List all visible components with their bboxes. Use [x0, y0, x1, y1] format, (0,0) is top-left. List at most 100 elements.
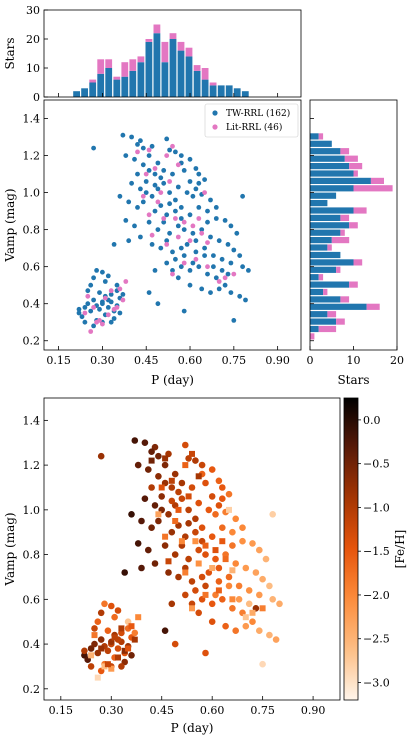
tw-rrl-point: [199, 286, 205, 292]
tw-rrl-point: [143, 190, 149, 196]
tw-rrl-point-feh: [192, 515, 199, 523]
lit-rrl-point-feh: [229, 596, 236, 603]
scatter-y-tick-label: 1.4: [23, 113, 41, 126]
tw-rrl-point: [146, 168, 152, 173]
right-hist-bar-tw: [310, 133, 319, 140]
tw-rrl-point: [231, 247, 237, 253]
right-hist-bar-lit: [318, 325, 337, 333]
tw-rrl-point: [178, 245, 184, 251]
tw-rrl-point: [76, 306, 82, 312]
right-hist-bar-lit: [353, 207, 367, 214]
tw-rrl-point: [187, 156, 193, 162]
lit-rrl-point: [97, 318, 102, 323]
top-hist-bar-lit: [193, 65, 201, 71]
top-hist-bar-lit: [185, 47, 193, 57]
right-hist-bar-tw: [310, 148, 341, 155]
metallicity-x-tick-label: 0.90: [301, 704, 326, 717]
lit-rrl-point-feh: [118, 625, 125, 632]
top-hist-bar-tw: [169, 39, 177, 97]
tw-rrl-point: [158, 175, 164, 181]
tw-rrl-point: [149, 143, 155, 149]
tw-rrl-point-feh: [134, 461, 142, 469]
legend-marker: [212, 124, 218, 130]
tw-rrl-point-feh: [192, 457, 199, 464]
scatter-y-tick-label: 0.6: [23, 261, 41, 274]
lit-rrl-point: [205, 264, 210, 270]
lit-rrl-point: [205, 240, 210, 246]
top-hist-bar-lit: [153, 24, 161, 34]
tw-rrl-point: [155, 186, 161, 192]
metallicity-y-tick-label: 0.6: [23, 593, 41, 606]
tw-rrl-point-feh: [208, 618, 216, 625]
tw-rrl-point: [216, 238, 222, 244]
tw-rrl-point: [187, 212, 193, 218]
lit-rrl-point-feh: [115, 654, 121, 661]
tw-rrl-point-feh: [262, 555, 270, 563]
tw-rrl-point: [208, 234, 213, 240]
metallicity-x-tick-label: 0.30: [99, 704, 124, 717]
tw-rrl-point-feh: [108, 602, 115, 610]
tw-rrl-point-feh: [128, 511, 135, 518]
top-hist-y-label: Stars: [3, 37, 17, 69]
tw-rrl-point: [149, 242, 155, 247]
tw-rrl-point-feh: [145, 466, 152, 473]
lit-rrl-point: [108, 288, 114, 294]
tw-rrl-point-feh: [168, 497, 176, 505]
right-hist-bar-tw: [310, 266, 337, 273]
tw-rrl-point: [181, 227, 187, 233]
tw-rrl-point: [149, 193, 155, 199]
lit-rrl-point: [196, 216, 202, 221]
lit-rrl-point: [85, 293, 91, 299]
tw-rrl-point: [167, 147, 173, 153]
tw-rrl-point-feh: [134, 540, 142, 547]
tw-rrl-point: [175, 275, 181, 281]
tw-rrl-point-feh: [195, 546, 202, 554]
tw-rrl-point: [140, 162, 146, 168]
tw-rrl-point-feh: [212, 511, 219, 518]
lit-rrl-point: [149, 232, 155, 238]
top-hist-bar-tw: [225, 85, 233, 97]
tw-rrl-point-feh: [178, 495, 186, 503]
right-hist-bar-lit: [344, 155, 358, 162]
tw-rrl-point-feh: [81, 647, 88, 655]
tw-rrl-point-feh: [97, 609, 105, 617]
colorbar-tick-label: −0.5: [363, 458, 390, 471]
metallicity-x-tick-label: 0.75: [250, 704, 275, 717]
lit-rrl-point: [91, 305, 96, 310]
tw-rrl-point: [190, 193, 196, 199]
tw-rrl-point-feh: [269, 596, 277, 603]
tw-rrl-point: [94, 268, 99, 273]
top-hist-bar-tw: [233, 88, 241, 97]
tw-rrl-point-feh: [148, 524, 155, 531]
tw-rrl-point-feh: [118, 663, 125, 670]
lit-rrl-point-feh: [158, 484, 165, 491]
top-hist-bar-lit: [121, 62, 129, 77]
tw-rrl-point-feh: [219, 596, 226, 603]
tw-rrl-point-feh: [111, 613, 118, 621]
right-hist-bar-lit: [327, 311, 337, 318]
tw-rrl-point-feh: [188, 484, 196, 491]
tw-rrl-point: [211, 253, 216, 258]
tw-rrl-point-feh: [245, 600, 253, 608]
scatter-x-tick-label: 0.75: [222, 354, 247, 367]
lit-rrl-point-feh: [195, 473, 202, 480]
lit-rrl-point: [181, 260, 187, 266]
lit-rrl-point: [105, 312, 111, 318]
tw-rrl-point-feh: [222, 622, 229, 630]
tw-rrl-point: [120, 132, 126, 138]
tw-rrl-point: [117, 310, 123, 316]
tw-rrl-point-feh: [242, 564, 250, 572]
lit-rrl-point: [170, 143, 175, 149]
tw-rrl-point: [231, 318, 237, 323]
right-hist-bar-tw: [310, 140, 332, 147]
lit-rrl-point: [158, 190, 164, 196]
tw-rrl-point-feh: [259, 575, 266, 583]
tw-rrl-point: [173, 208, 178, 214]
lit-rrl-point: [167, 179, 173, 184]
tw-rrl-point: [216, 286, 222, 292]
lit-rrl-point-feh: [165, 558, 172, 565]
tw-rrl-point: [219, 256, 225, 262]
lit-rrl-point-feh: [178, 538, 185, 545]
lit-rrl-point-feh: [209, 565, 216, 571]
lit-rrl-point-feh: [135, 614, 142, 621]
